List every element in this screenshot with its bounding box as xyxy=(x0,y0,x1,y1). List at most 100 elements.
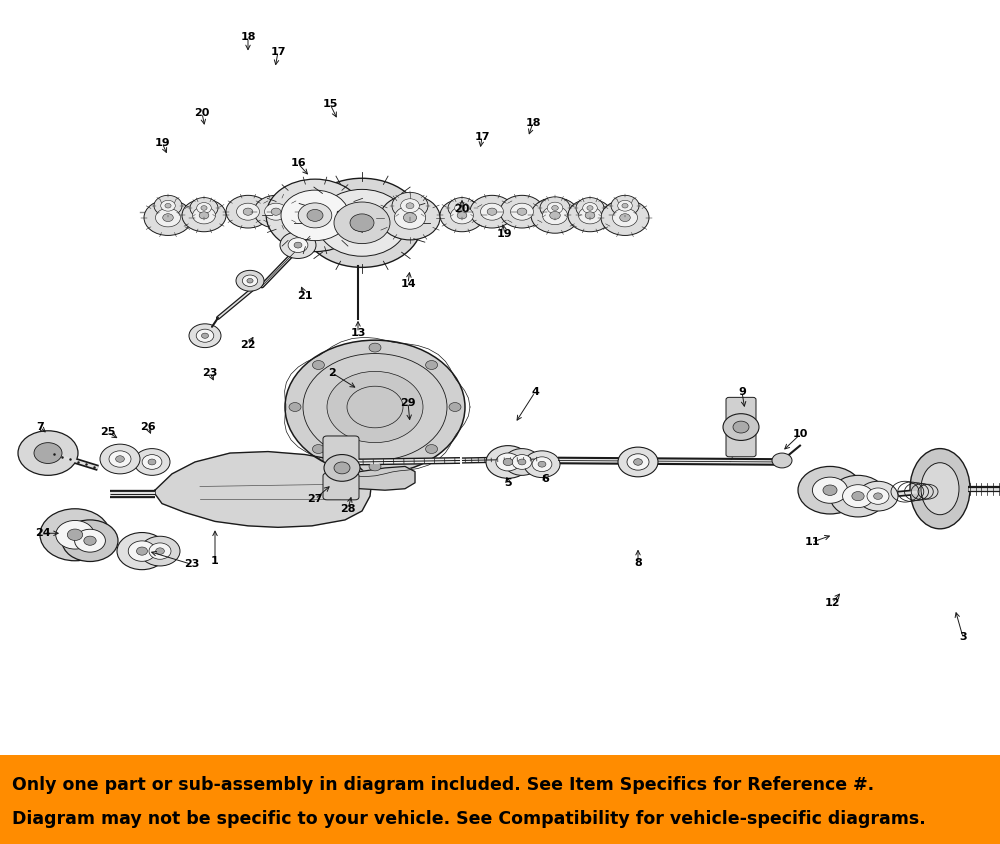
Circle shape xyxy=(504,449,540,475)
Text: 21: 21 xyxy=(297,290,313,300)
Circle shape xyxy=(334,202,390,244)
Circle shape xyxy=(823,485,837,495)
Polygon shape xyxy=(155,452,372,528)
Circle shape xyxy=(116,456,124,463)
Circle shape xyxy=(538,462,546,467)
Text: 23: 23 xyxy=(184,560,200,570)
Circle shape xyxy=(457,212,467,219)
Text: 27: 27 xyxy=(307,494,323,504)
Circle shape xyxy=(426,360,438,370)
Circle shape xyxy=(449,403,461,412)
Circle shape xyxy=(265,203,287,220)
Text: 17: 17 xyxy=(474,133,490,143)
Circle shape xyxy=(798,467,862,514)
Circle shape xyxy=(75,529,105,552)
Circle shape xyxy=(723,414,759,441)
Circle shape xyxy=(470,195,514,228)
Circle shape xyxy=(163,214,173,221)
FancyBboxPatch shape xyxy=(323,473,359,500)
Text: 20: 20 xyxy=(194,108,210,118)
Circle shape xyxy=(189,324,221,348)
Text: 19: 19 xyxy=(154,138,170,148)
Circle shape xyxy=(401,199,419,213)
Circle shape xyxy=(487,208,497,215)
Circle shape xyxy=(552,205,558,210)
Circle shape xyxy=(280,232,316,258)
Circle shape xyxy=(298,203,332,228)
Circle shape xyxy=(512,455,532,469)
Circle shape xyxy=(618,447,658,477)
Circle shape xyxy=(459,206,465,210)
Circle shape xyxy=(154,195,182,216)
Circle shape xyxy=(611,195,639,216)
Circle shape xyxy=(134,449,170,475)
Text: 12: 12 xyxy=(824,598,840,608)
Circle shape xyxy=(517,208,527,215)
Circle shape xyxy=(394,206,426,230)
Text: 4: 4 xyxy=(531,387,539,398)
Text: 5: 5 xyxy=(504,478,512,488)
Circle shape xyxy=(350,214,374,232)
Circle shape xyxy=(156,548,164,555)
Circle shape xyxy=(518,459,526,465)
Circle shape xyxy=(100,444,140,473)
Text: 13: 13 xyxy=(350,327,366,338)
Text: 6: 6 xyxy=(541,474,549,484)
Ellipse shape xyxy=(921,463,959,515)
Circle shape xyxy=(237,203,259,220)
FancyBboxPatch shape xyxy=(726,398,756,421)
Circle shape xyxy=(161,200,175,211)
Circle shape xyxy=(294,242,302,248)
Circle shape xyxy=(524,451,560,478)
Circle shape xyxy=(199,212,209,219)
Circle shape xyxy=(426,445,438,453)
Circle shape xyxy=(618,200,632,211)
Circle shape xyxy=(532,457,552,472)
Text: 25: 25 xyxy=(100,427,116,437)
Circle shape xyxy=(34,442,62,463)
Circle shape xyxy=(481,203,503,220)
Circle shape xyxy=(486,446,530,479)
Circle shape xyxy=(324,455,360,481)
Circle shape xyxy=(56,521,94,549)
Circle shape xyxy=(576,197,604,219)
Circle shape xyxy=(547,203,563,214)
Circle shape xyxy=(858,481,898,511)
Circle shape xyxy=(543,206,567,225)
Circle shape xyxy=(243,208,253,215)
Circle shape xyxy=(236,270,264,291)
Circle shape xyxy=(117,533,167,570)
Text: 28: 28 xyxy=(340,504,356,514)
Text: 17: 17 xyxy=(270,47,286,57)
Text: 18: 18 xyxy=(240,32,256,42)
Circle shape xyxy=(289,403,301,412)
Circle shape xyxy=(448,197,476,219)
Circle shape xyxy=(109,451,131,468)
Circle shape xyxy=(874,493,882,500)
Circle shape xyxy=(334,462,350,473)
Text: 14: 14 xyxy=(400,279,416,289)
Circle shape xyxy=(254,195,298,228)
Circle shape xyxy=(622,203,628,208)
Circle shape xyxy=(843,484,873,507)
FancyBboxPatch shape xyxy=(726,433,756,457)
Circle shape xyxy=(583,203,597,214)
Polygon shape xyxy=(335,467,415,490)
Text: 22: 22 xyxy=(240,340,256,350)
Circle shape xyxy=(500,195,544,228)
Circle shape xyxy=(531,197,579,233)
Text: 24: 24 xyxy=(35,528,51,538)
Circle shape xyxy=(140,536,180,566)
Circle shape xyxy=(182,199,226,232)
Circle shape xyxy=(190,197,218,219)
Circle shape xyxy=(288,238,308,252)
Circle shape xyxy=(327,371,423,442)
Circle shape xyxy=(511,203,533,220)
Circle shape xyxy=(587,206,593,210)
Circle shape xyxy=(634,458,642,465)
Circle shape xyxy=(867,488,889,505)
Circle shape xyxy=(550,212,560,219)
Circle shape xyxy=(67,529,83,540)
Circle shape xyxy=(403,213,417,223)
Circle shape xyxy=(455,203,469,214)
